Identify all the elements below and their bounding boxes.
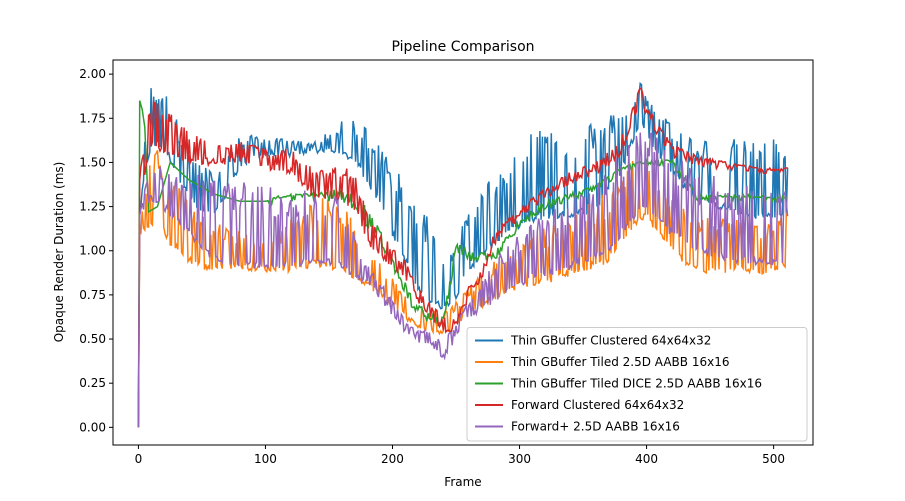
x-tick-label: 400 — [635, 452, 658, 466]
x-tick-label: 500 — [762, 452, 785, 466]
legend-label: Forward+ 2.5D AABB 16x16 — [511, 420, 680, 434]
series-line-4 — [137, 132, 789, 428]
y-axis-title: Opaque Render Duration (ms) — [52, 162, 66, 343]
legend-label: Thin GBuffer Tiled 2.5D AABB 16x16 — [510, 355, 729, 369]
series-line-2 — [137, 100, 788, 428]
y-tick-label: 1.25 — [79, 200, 106, 214]
legend-label: Thin GBuffer Tiled DICE 2.5D AABB 16x16 — [510, 377, 762, 391]
y-tick-label: 1.00 — [79, 244, 106, 258]
y-tick-label: 0.75 — [79, 288, 106, 302]
x-tick-label: 0 — [135, 452, 143, 466]
x-tick-label: 100 — [254, 452, 277, 466]
chart-title: Pipeline Comparison — [391, 39, 534, 55]
legend-label: Thin GBuffer Clustered 64x64x32 — [510, 334, 711, 348]
y-tick-label: 0.25 — [79, 376, 106, 390]
plot-lines — [137, 82, 789, 428]
legend: Thin GBuffer Clustered 64x64x32 Thin GBuf… — [466, 327, 808, 442]
legend-box — [466, 327, 808, 442]
y-tick-label: 2.00 — [79, 67, 106, 81]
series-line-3 — [137, 87, 788, 428]
y-axis: 0.00 0.25 0.50 0.75 1.00 1.25 1.50 1.75 2.00 — [79, 67, 113, 434]
x-axis: 0 100 200 300 400 500 — [135, 445, 785, 466]
legend-label: Forward Clustered 64x64x32 — [511, 398, 684, 412]
x-tick-label: 200 — [381, 452, 404, 466]
x-tick-label: 300 — [508, 452, 531, 466]
y-tick-label: 0.50 — [79, 332, 106, 346]
y-tick-label: 1.75 — [79, 111, 106, 125]
y-tick-label: 0.00 — [79, 420, 106, 434]
x-axis-title: Frame — [444, 475, 481, 489]
plot-frame — [112, 59, 814, 446]
y-tick-label: 1.50 — [79, 155, 106, 169]
